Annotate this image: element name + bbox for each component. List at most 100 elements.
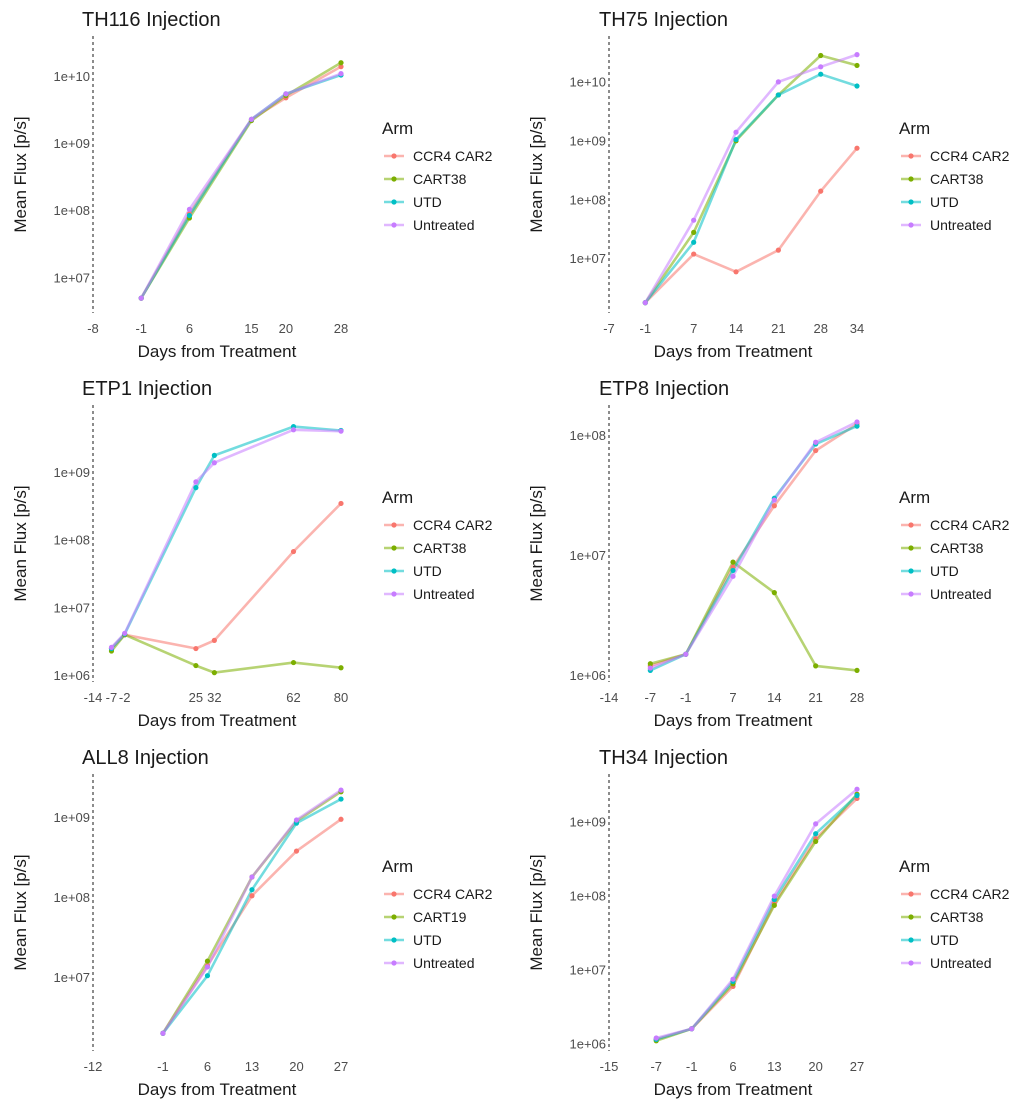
legend-key-cart38	[384, 545, 404, 551]
y-tick-label: 1e+06	[569, 1036, 606, 1051]
data-point-untreated	[683, 651, 689, 657]
data-point-utd	[775, 92, 781, 98]
data-point-utd	[249, 887, 255, 893]
legend-key-ccr4-car2	[901, 522, 921, 528]
series-line-utd	[649, 424, 858, 672]
data-point-untreated	[775, 79, 781, 85]
y-tick-label: 1e+06	[569, 668, 606, 683]
x-tick-label: 7	[729, 690, 736, 705]
legend-title: Arm	[899, 488, 930, 507]
legend-title: Arm	[899, 119, 930, 138]
data-point-untreated	[854, 786, 860, 792]
data-point-untreated	[730, 976, 736, 982]
data-point-untreated	[689, 1026, 695, 1032]
data-point-untreated	[771, 497, 777, 503]
data-point-untreated	[211, 460, 217, 466]
legend-key-untreated	[384, 960, 404, 966]
data-point-untreated	[730, 573, 736, 579]
legend-key-untreated	[384, 222, 404, 228]
y-tick-label: 1e+08	[569, 428, 606, 443]
x-tick-label: 27	[850, 1059, 864, 1074]
data-point-ccr4-car2	[249, 893, 255, 899]
data-point-utd	[186, 212, 193, 219]
y-axis-title: Mean Flux [p/s]	[11, 854, 30, 970]
legend-label: Untreated	[413, 217, 474, 233]
y-axis-title: Mean Flux [p/s]	[11, 116, 30, 232]
legend-label: Untreated	[413, 586, 474, 602]
data-point-cart38	[290, 659, 297, 666]
x-tick-label: -7	[645, 690, 657, 705]
data-point-untreated	[653, 1035, 659, 1041]
x-tick-label: -15	[600, 1059, 619, 1074]
legend-key-untreated	[901, 960, 921, 966]
legend-key-utd	[384, 937, 404, 943]
data-point-ccr4-car2	[211, 637, 217, 643]
legend-label: CCR4 CAR2	[930, 148, 1010, 164]
x-tick-label: -1	[680, 690, 692, 705]
data-point-utd	[854, 83, 860, 89]
y-tick-label: 1e+07	[53, 600, 90, 615]
data-point-untreated	[854, 419, 860, 425]
x-axis-title: Days from Treatment	[654, 342, 813, 361]
data-point-ccr4-car2	[338, 64, 344, 70]
legend-title: Arm	[382, 488, 413, 507]
x-axis-title: Days from Treatment	[138, 711, 297, 730]
x-tick-label: 34	[850, 321, 864, 336]
x-tick-label: 62	[286, 690, 300, 705]
data-point-cart38	[813, 663, 819, 669]
legend-label: CART38	[413, 540, 467, 556]
x-tick-label: 21	[771, 321, 785, 336]
data-point-untreated	[691, 217, 697, 223]
data-point-ccr4-car2	[691, 251, 697, 257]
legend-key-untreated	[384, 591, 404, 597]
legend-label: CCR4 CAR2	[930, 517, 1010, 533]
data-point-cart38	[338, 665, 344, 671]
data-point-cart38	[338, 60, 344, 66]
data-point-ccr4-car2	[293, 848, 300, 854]
legend-label: Untreated	[930, 217, 991, 233]
legend-label: UTD	[930, 932, 959, 948]
data-point-untreated	[108, 644, 115, 650]
y-tick-label: 1e+10	[53, 69, 90, 84]
y-tick-label: 1e+09	[53, 136, 90, 151]
data-point-ccr4-car2	[193, 645, 199, 652]
x-tick-label: -1	[135, 321, 147, 336]
data-point-untreated	[290, 427, 297, 433]
data-point-utd	[193, 485, 199, 491]
x-tick-label: 28	[850, 690, 864, 705]
legend-label: Untreated	[930, 955, 991, 971]
legend-label: UTD	[413, 563, 442, 579]
data-point-untreated	[642, 300, 648, 306]
y-tick-label: 1e+07	[53, 970, 90, 985]
legend-key-cart38	[384, 176, 404, 182]
x-axis-title: Days from Treatment	[138, 342, 297, 361]
x-tick-label: 14	[729, 321, 743, 336]
y-tick-label: 1e+09	[53, 465, 90, 480]
x-tick-label: 13	[767, 1059, 781, 1074]
series-line-untreated	[649, 420, 858, 670]
y-tick-label: 1e+10	[569, 74, 606, 89]
legend-key-untreated	[901, 222, 921, 228]
x-tick-label: -1	[686, 1059, 698, 1074]
data-point-untreated	[204, 964, 211, 970]
legend-label: CART38	[930, 540, 984, 556]
y-tick-label: 1e+08	[53, 890, 90, 905]
legend-label: UTD	[930, 194, 959, 210]
legend-label: Untreated	[413, 955, 474, 971]
data-point-untreated	[338, 71, 344, 77]
y-tick-label: 1e+09	[569, 815, 606, 830]
x-tick-label: -8	[87, 321, 99, 336]
y-tick-label: 1e+07	[569, 548, 606, 563]
data-point-untreated	[813, 821, 819, 827]
x-tick-label: 28	[334, 321, 348, 336]
x-tick-label: -14	[84, 690, 103, 705]
data-point-ccr4-car2	[775, 247, 781, 253]
legend-label: UTD	[413, 194, 442, 210]
legend-key-utd	[901, 568, 921, 574]
data-point-untreated	[186, 206, 193, 212]
panel-th116-injection: TH116 Injection Mean Flux [p/s] Days from …	[11, 9, 493, 361]
